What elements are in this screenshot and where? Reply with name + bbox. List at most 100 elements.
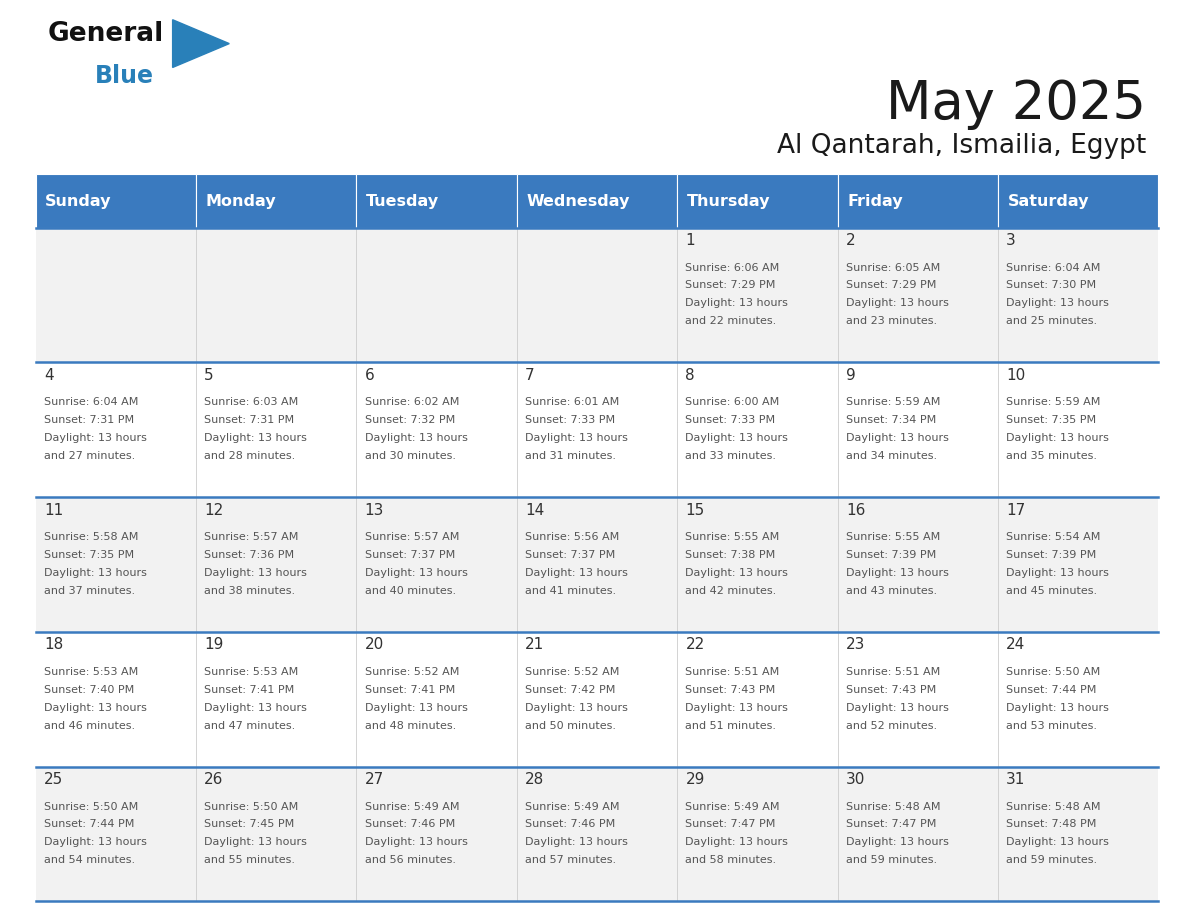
Text: and 42 minutes.: and 42 minutes.: [685, 586, 777, 596]
Text: Sunrise: 5:49 AM: Sunrise: 5:49 AM: [525, 801, 620, 812]
Text: Sunrise: 5:48 AM: Sunrise: 5:48 AM: [846, 801, 941, 812]
Text: Sunrise: 5:48 AM: Sunrise: 5:48 AM: [1006, 801, 1101, 812]
Text: Sunset: 7:37 PM: Sunset: 7:37 PM: [525, 550, 615, 560]
Text: Saturday: Saturday: [1007, 194, 1089, 208]
Text: Daylight: 13 hours: Daylight: 13 hours: [685, 298, 789, 308]
Text: Sunset: 7:29 PM: Sunset: 7:29 PM: [846, 280, 936, 290]
Text: 11: 11: [44, 503, 63, 518]
Text: and 55 minutes.: and 55 minutes.: [204, 856, 296, 866]
Text: Daylight: 13 hours: Daylight: 13 hours: [365, 433, 468, 443]
Text: Daylight: 13 hours: Daylight: 13 hours: [685, 837, 789, 847]
Text: Daylight: 13 hours: Daylight: 13 hours: [1006, 568, 1110, 577]
Text: 10: 10: [1006, 368, 1025, 383]
Text: 25: 25: [44, 772, 63, 788]
Text: 8: 8: [685, 368, 695, 383]
Text: Daylight: 13 hours: Daylight: 13 hours: [685, 568, 789, 577]
Text: 7: 7: [525, 368, 535, 383]
Text: Sunset: 7:29 PM: Sunset: 7:29 PM: [685, 280, 776, 290]
Text: Sunrise: 5:55 AM: Sunrise: 5:55 AM: [846, 532, 940, 542]
Text: Sunset: 7:44 PM: Sunset: 7:44 PM: [44, 820, 134, 830]
Text: Sunset: 7:40 PM: Sunset: 7:40 PM: [44, 685, 134, 695]
Text: Sunset: 7:45 PM: Sunset: 7:45 PM: [204, 820, 295, 830]
Text: and 43 minutes.: and 43 minutes.: [846, 586, 937, 596]
Text: Sunrise: 5:55 AM: Sunrise: 5:55 AM: [685, 532, 779, 542]
Text: 26: 26: [204, 772, 223, 788]
Text: 30: 30: [846, 772, 865, 788]
Text: and 22 minutes.: and 22 minutes.: [685, 316, 777, 326]
Text: Sunrise: 5:54 AM: Sunrise: 5:54 AM: [1006, 532, 1100, 542]
Text: 27: 27: [365, 772, 384, 788]
Text: General: General: [48, 21, 164, 47]
Text: 23: 23: [846, 637, 865, 653]
Text: and 38 minutes.: and 38 minutes.: [204, 586, 296, 596]
Text: Sunrise: 5:59 AM: Sunrise: 5:59 AM: [1006, 397, 1100, 408]
Text: Sunset: 7:42 PM: Sunset: 7:42 PM: [525, 685, 615, 695]
Text: Daylight: 13 hours: Daylight: 13 hours: [204, 837, 308, 847]
Polygon shape: [172, 19, 229, 67]
Text: 13: 13: [365, 503, 384, 518]
Text: and 40 minutes.: and 40 minutes.: [365, 586, 456, 596]
Text: Sunset: 7:31 PM: Sunset: 7:31 PM: [44, 415, 134, 425]
Text: 2: 2: [846, 233, 855, 248]
Text: Sunrise: 5:50 AM: Sunrise: 5:50 AM: [204, 801, 298, 812]
Text: Sunrise: 5:49 AM: Sunrise: 5:49 AM: [365, 801, 460, 812]
Text: Thursday: Thursday: [687, 194, 770, 208]
Text: Sunset: 7:36 PM: Sunset: 7:36 PM: [204, 550, 295, 560]
Text: Daylight: 13 hours: Daylight: 13 hours: [365, 837, 468, 847]
Text: Daylight: 13 hours: Daylight: 13 hours: [204, 702, 308, 712]
Text: Daylight: 13 hours: Daylight: 13 hours: [1006, 433, 1110, 443]
Text: Daylight: 13 hours: Daylight: 13 hours: [846, 837, 949, 847]
Text: and 34 minutes.: and 34 minutes.: [846, 451, 937, 461]
Text: Sunrise: 5:50 AM: Sunrise: 5:50 AM: [44, 801, 138, 812]
Text: Sunrise: 5:59 AM: Sunrise: 5:59 AM: [846, 397, 940, 408]
Text: 9: 9: [846, 368, 855, 383]
Text: Al Qantarah, Ismailia, Egypt: Al Qantarah, Ismailia, Egypt: [777, 133, 1146, 159]
Text: Sunrise: 5:52 AM: Sunrise: 5:52 AM: [525, 666, 619, 677]
Text: Sunset: 7:46 PM: Sunset: 7:46 PM: [365, 820, 455, 830]
Text: 29: 29: [685, 772, 704, 788]
Text: Daylight: 13 hours: Daylight: 13 hours: [525, 837, 628, 847]
Text: Sunrise: 5:56 AM: Sunrise: 5:56 AM: [525, 532, 619, 542]
Text: Monday: Monday: [206, 194, 276, 208]
Text: Sunrise: 6:04 AM: Sunrise: 6:04 AM: [44, 397, 138, 408]
Text: and 33 minutes.: and 33 minutes.: [685, 451, 777, 461]
Text: Daylight: 13 hours: Daylight: 13 hours: [846, 702, 949, 712]
Text: Sunset: 7:43 PM: Sunset: 7:43 PM: [685, 685, 776, 695]
Text: Sunset: 7:46 PM: Sunset: 7:46 PM: [525, 820, 615, 830]
Text: and 58 minutes.: and 58 minutes.: [685, 856, 777, 866]
Text: 31: 31: [1006, 772, 1025, 788]
Text: and 52 minutes.: and 52 minutes.: [846, 721, 937, 731]
Text: Daylight: 13 hours: Daylight: 13 hours: [365, 568, 468, 577]
Text: Sunrise: 5:49 AM: Sunrise: 5:49 AM: [685, 801, 781, 812]
Text: Sunset: 7:47 PM: Sunset: 7:47 PM: [685, 820, 776, 830]
Text: Sunrise: 6:04 AM: Sunrise: 6:04 AM: [1006, 263, 1100, 273]
Text: Sunrise: 5:57 AM: Sunrise: 5:57 AM: [365, 532, 459, 542]
Text: 15: 15: [685, 503, 704, 518]
Text: Sunrise: 5:57 AM: Sunrise: 5:57 AM: [204, 532, 298, 542]
Text: Sunrise: 6:06 AM: Sunrise: 6:06 AM: [685, 263, 779, 273]
Text: Sunset: 7:41 PM: Sunset: 7:41 PM: [204, 685, 295, 695]
Text: Sunday: Sunday: [45, 194, 112, 208]
Text: Sunrise: 5:53 AM: Sunrise: 5:53 AM: [204, 666, 298, 677]
Text: and 51 minutes.: and 51 minutes.: [685, 721, 777, 731]
Text: Blue: Blue: [95, 63, 153, 88]
Text: Sunrise: 6:01 AM: Sunrise: 6:01 AM: [525, 397, 619, 408]
Text: Daylight: 13 hours: Daylight: 13 hours: [1006, 298, 1110, 308]
Text: 14: 14: [525, 503, 544, 518]
Text: Daylight: 13 hours: Daylight: 13 hours: [204, 433, 308, 443]
Text: and 27 minutes.: and 27 minutes.: [44, 451, 135, 461]
Text: May 2025: May 2025: [886, 78, 1146, 130]
Text: Daylight: 13 hours: Daylight: 13 hours: [1006, 837, 1110, 847]
Text: Daylight: 13 hours: Daylight: 13 hours: [44, 433, 147, 443]
Text: Daylight: 13 hours: Daylight: 13 hours: [44, 702, 147, 712]
Text: 18: 18: [44, 637, 63, 653]
Text: 20: 20: [365, 637, 384, 653]
Text: Daylight: 13 hours: Daylight: 13 hours: [685, 702, 789, 712]
Text: Daylight: 13 hours: Daylight: 13 hours: [44, 568, 147, 577]
Text: Sunset: 7:31 PM: Sunset: 7:31 PM: [204, 415, 295, 425]
Text: Daylight: 13 hours: Daylight: 13 hours: [846, 298, 949, 308]
Text: Daylight: 13 hours: Daylight: 13 hours: [525, 568, 628, 577]
Text: 1: 1: [685, 233, 695, 248]
Text: Sunrise: 5:51 AM: Sunrise: 5:51 AM: [685, 666, 779, 677]
Text: and 46 minutes.: and 46 minutes.: [44, 721, 135, 731]
